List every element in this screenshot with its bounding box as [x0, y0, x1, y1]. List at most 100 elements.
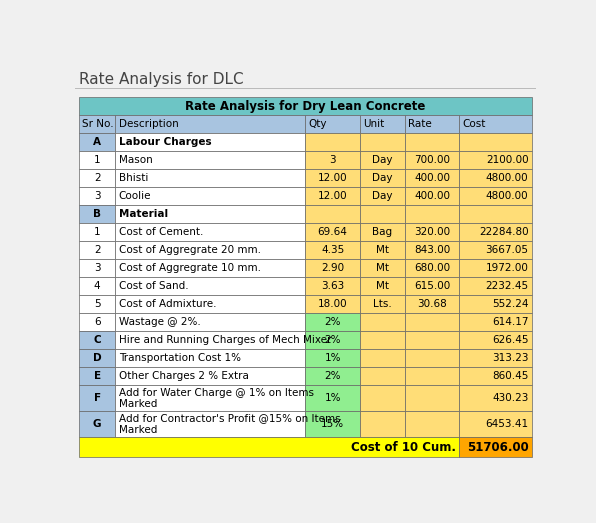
Text: Marked: Marked	[119, 425, 157, 435]
Bar	[79, 411, 116, 437]
Bar	[79, 437, 460, 458]
Bar	[460, 241, 532, 259]
Text: 2.90: 2.90	[321, 263, 344, 273]
Bar	[360, 151, 405, 169]
Text: Day: Day	[372, 155, 393, 165]
Bar	[360, 349, 405, 367]
Bar	[405, 331, 460, 349]
Text: 3: 3	[330, 155, 336, 165]
Text: Other Charges 2 % Extra: Other Charges 2 % Extra	[119, 371, 249, 381]
Text: Cost of Sand.: Cost of Sand.	[119, 281, 188, 291]
Bar	[405, 367, 460, 385]
Text: Coolie: Coolie	[119, 191, 151, 201]
Text: 860.45: 860.45	[492, 371, 529, 381]
Text: 12.00: 12.00	[318, 191, 347, 201]
Text: B: B	[93, 209, 101, 219]
Text: 400.00: 400.00	[414, 173, 450, 183]
Text: Bhisti: Bhisti	[119, 173, 148, 183]
Bar	[305, 295, 360, 313]
Bar	[405, 205, 460, 223]
Text: 3.63: 3.63	[321, 281, 344, 291]
Text: Cost of Admixture.: Cost of Admixture.	[119, 299, 216, 309]
Text: 3: 3	[94, 191, 101, 201]
Bar	[360, 295, 405, 313]
Text: 552.24: 552.24	[492, 299, 529, 309]
Text: Cost of 10 Cum.: Cost of 10 Cum.	[350, 440, 456, 453]
Bar	[405, 133, 460, 151]
Text: 2%: 2%	[324, 317, 341, 327]
Text: 313.23: 313.23	[492, 354, 529, 363]
Text: 4.35: 4.35	[321, 245, 344, 255]
Bar	[460, 295, 532, 313]
Bar	[116, 313, 305, 331]
Bar	[360, 169, 405, 187]
Bar	[460, 385, 532, 411]
Text: Mt: Mt	[376, 263, 389, 273]
Bar	[460, 133, 532, 151]
Text: D: D	[93, 354, 101, 363]
Text: Rate Analysis for Dry Lean Concrete: Rate Analysis for Dry Lean Concrete	[185, 99, 426, 112]
Text: E: E	[94, 371, 101, 381]
Bar	[116, 277, 305, 295]
Text: Bag: Bag	[372, 227, 392, 237]
Text: 2: 2	[94, 173, 101, 183]
Bar	[460, 205, 532, 223]
Text: Cost of Aggregrate 20 mm.: Cost of Aggregrate 20 mm.	[119, 245, 260, 255]
Text: Cost of Aggregrate 10 mm.: Cost of Aggregrate 10 mm.	[119, 263, 260, 273]
Bar	[360, 187, 405, 205]
Bar	[116, 205, 305, 223]
Bar	[405, 169, 460, 187]
Bar	[79, 187, 116, 205]
Text: Cost of Cement.: Cost of Cement.	[119, 227, 203, 237]
Bar	[360, 367, 405, 385]
Text: Unit: Unit	[363, 119, 384, 129]
Bar	[79, 313, 116, 331]
Text: F: F	[94, 393, 101, 403]
Bar	[360, 331, 405, 349]
Text: Mt: Mt	[376, 245, 389, 255]
Bar	[460, 151, 532, 169]
Bar	[116, 151, 305, 169]
Bar	[74, 88, 536, 89]
Bar	[79, 295, 116, 313]
Bar	[360, 385, 405, 411]
Bar	[460, 367, 532, 385]
Bar	[305, 169, 360, 187]
Text: 3667.05: 3667.05	[486, 245, 529, 255]
Bar	[460, 411, 532, 437]
Text: Mt: Mt	[376, 281, 389, 291]
Bar	[460, 313, 532, 331]
Bar	[116, 385, 305, 411]
Bar	[460, 331, 532, 349]
Bar	[405, 223, 460, 241]
Text: 6: 6	[94, 317, 101, 327]
Bar	[405, 115, 460, 133]
Bar	[79, 133, 116, 151]
Text: C: C	[94, 335, 101, 345]
Text: 2232.45: 2232.45	[485, 281, 529, 291]
Text: 2%: 2%	[324, 371, 341, 381]
Text: A: A	[93, 137, 101, 147]
Text: Material: Material	[119, 209, 167, 219]
Bar	[79, 169, 116, 187]
Text: 680.00: 680.00	[414, 263, 450, 273]
Bar	[305, 349, 360, 367]
Bar	[116, 295, 305, 313]
Text: Add for Contractor's Profit @15% on Items: Add for Contractor's Profit @15% on Item…	[119, 413, 340, 423]
Text: Qty: Qty	[309, 119, 327, 129]
Bar	[305, 241, 360, 259]
Text: 1972.00: 1972.00	[486, 263, 529, 273]
Bar	[405, 151, 460, 169]
Bar	[305, 115, 360, 133]
Bar	[405, 241, 460, 259]
Bar	[460, 277, 532, 295]
Text: 700.00: 700.00	[414, 155, 450, 165]
Text: Labour Charges: Labour Charges	[119, 137, 211, 147]
Bar	[360, 205, 405, 223]
Bar	[460, 349, 532, 367]
Bar	[405, 349, 460, 367]
Bar	[116, 169, 305, 187]
Bar	[116, 241, 305, 259]
Text: 4800.00: 4800.00	[486, 173, 529, 183]
Text: 1%: 1%	[324, 354, 341, 363]
